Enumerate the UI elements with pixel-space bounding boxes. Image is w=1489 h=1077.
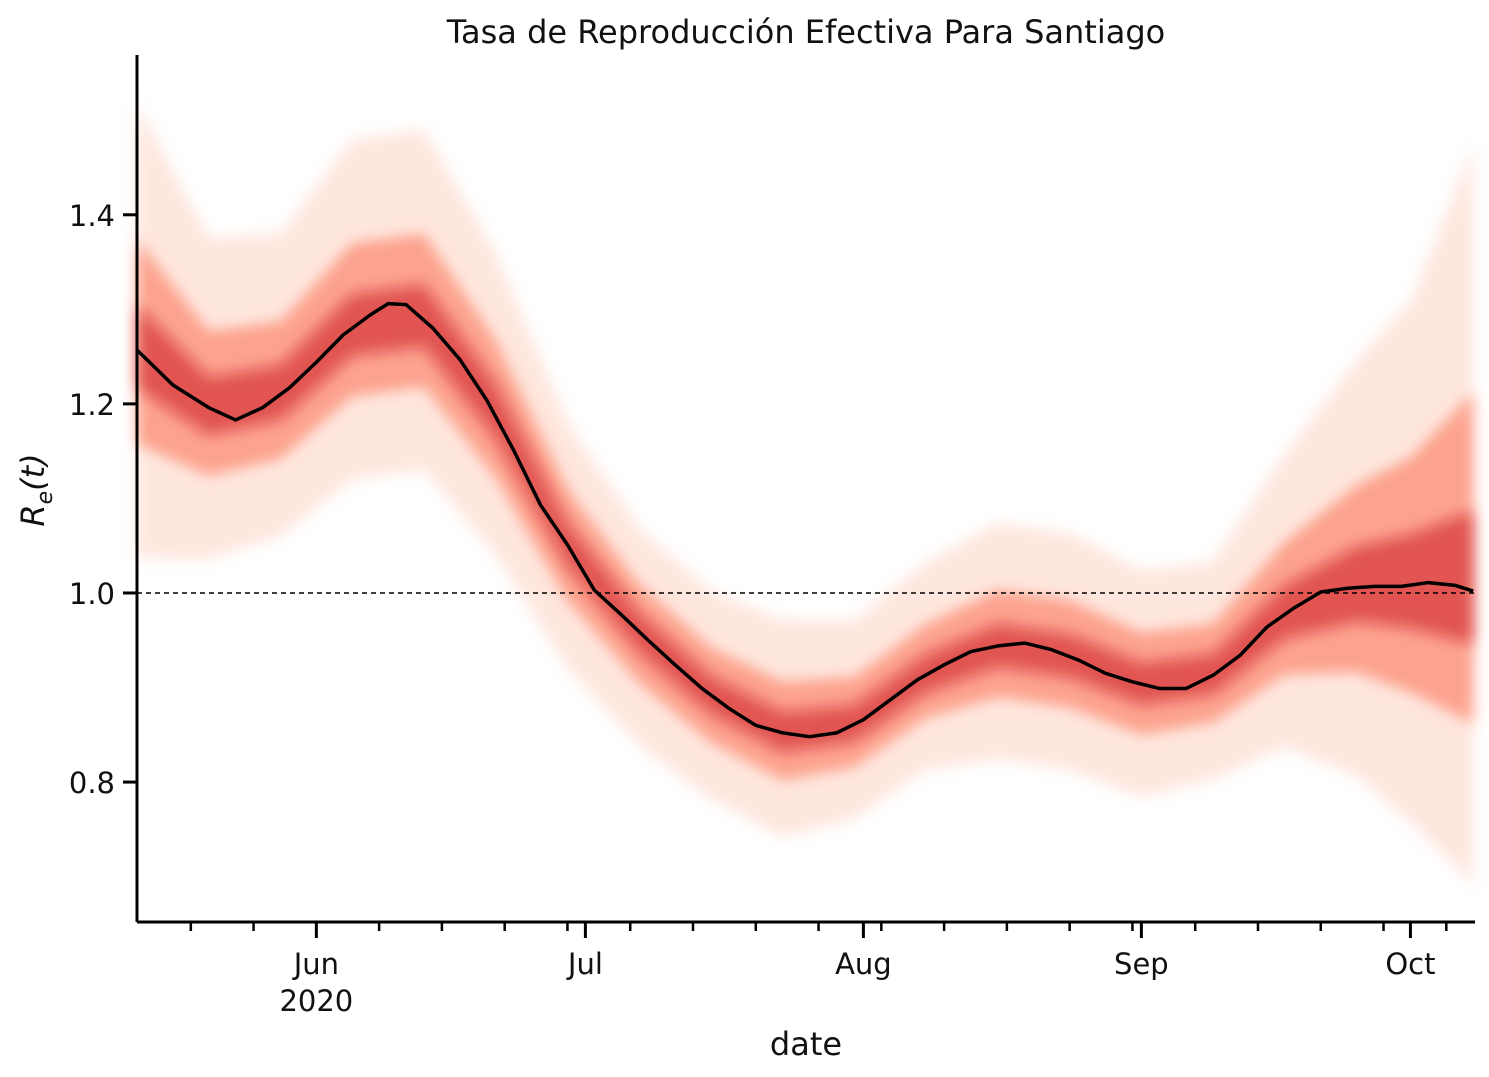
x-tick-label: Jul [566,947,603,981]
x-tick-label: Oct [1385,947,1435,981]
y-label-sub: e [33,491,58,505]
x-tick-label: Aug [835,947,892,981]
y-tick-label: 0.8 [69,766,115,800]
x-tick-label-line: 2020 [279,984,353,1018]
credible-band [137,284,1474,752]
x-tick-label-line: Jun [292,947,339,981]
x-axis-label: date [770,1025,842,1063]
y-axis-label: Re(t) [14,453,58,526]
y-label-base: R [14,504,52,526]
bands [137,104,1474,885]
y-tick-label: 1.2 [69,388,115,422]
chart-title: Tasa de Reproducción Efectiva Para Santi… [446,13,1165,51]
x-tick-label: Jun 2020 [279,947,353,1018]
median-line [135,301,1474,739]
x-tick-label: Sep [1114,947,1169,981]
y-tick-label: 1.4 [69,199,115,233]
y-label-rest: (t) [14,453,52,491]
y-tick-label: 1.0 [69,577,115,611]
